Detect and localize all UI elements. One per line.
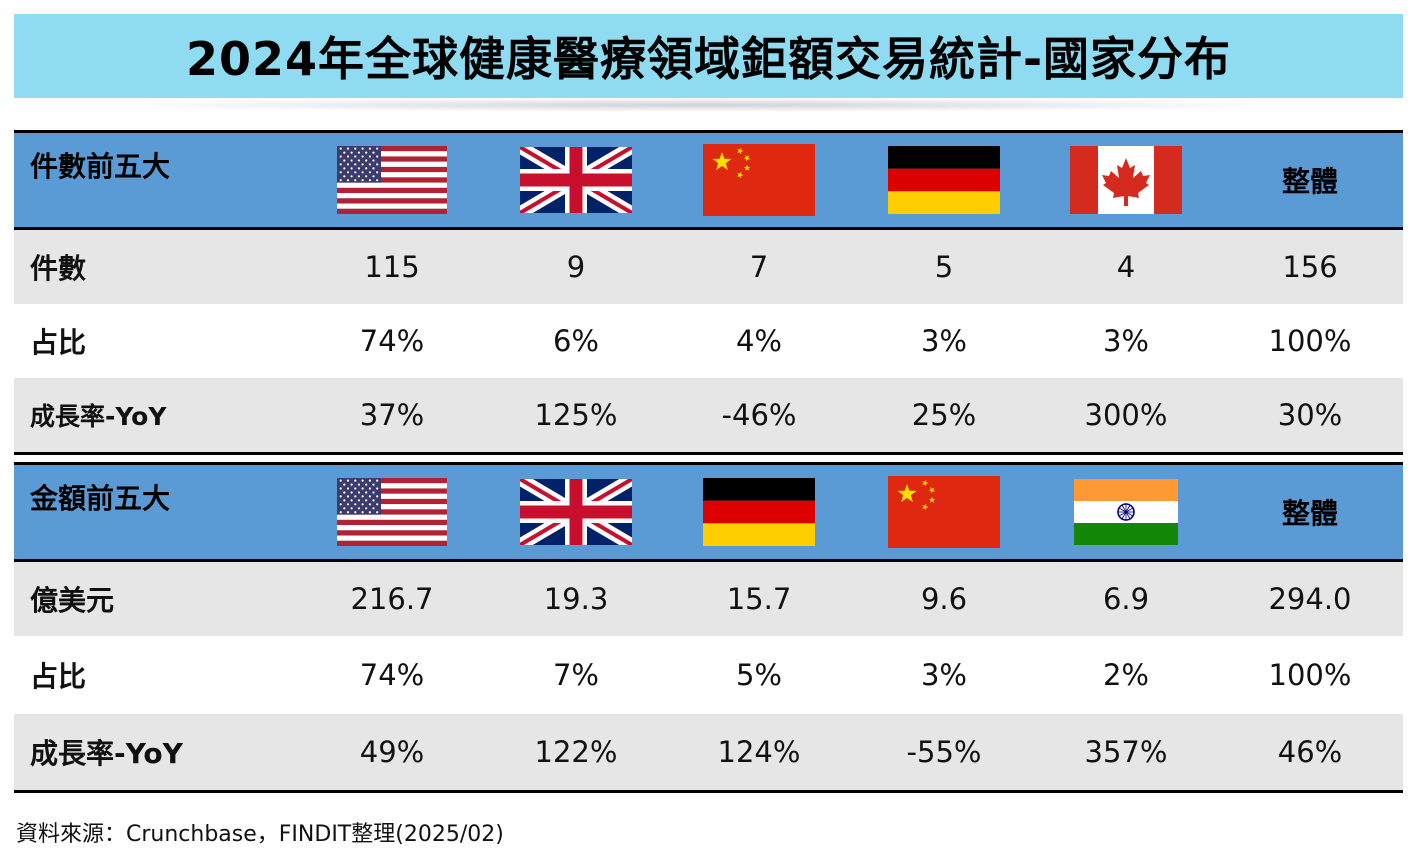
table-cell: 25%: [911, 398, 977, 432]
table-cell: 125%: [534, 398, 618, 432]
source-note: 資料來源：Crunchbase，FINDIT整理(2025/02): [16, 822, 504, 847]
table-row: 件數 115 9 7 5 4 156: [14, 230, 1403, 304]
table-row: 億美元 216.7 19.3 15.7 9.6 6.9 294.0: [14, 562, 1403, 636]
table-bottom-rule: [14, 790, 1403, 793]
total-header: 整體: [1218, 133, 1402, 227]
table-header: 金額前五大 整體: [14, 465, 1403, 562]
table-cell: 9.6: [920, 582, 968, 616]
table-header: 件數前五大 整體: [14, 133, 1403, 230]
table-cell: 30%: [1277, 398, 1343, 432]
table-top-rule: [14, 130, 1403, 133]
table-cell: 115: [364, 250, 420, 284]
table-cell: 122%: [534, 735, 618, 769]
india-flag-icon: [1034, 465, 1218, 559]
title-bar: 2024年全球健康醫療領域鉅額交易統計-國家分布: [14, 14, 1403, 98]
canada-flag-icon: [1034, 133, 1218, 227]
table-cell: 156: [1282, 250, 1338, 284]
total-label: 整體: [1281, 497, 1338, 530]
row-label: 占比: [30, 326, 87, 359]
table-row: 成長率-YoY 37% 125% -46% 25% 300% 30%: [14, 378, 1403, 452]
table-cell: 300%: [1084, 398, 1168, 432]
table-cell: 9: [566, 250, 586, 284]
uk-flag-icon: [484, 133, 668, 227]
amount-table: 金額前五大 整體 億美元 216.7 19.3 15.7 9.6 6.9 294…: [14, 462, 1403, 793]
header-label: 金額前五大: [30, 482, 171, 515]
table-cell: 4%: [735, 324, 782, 358]
table-cell: 124%: [717, 735, 801, 769]
table-bottom-rule: [14, 452, 1403, 455]
title-shadow: [100, 98, 1300, 112]
table-cell: -46%: [721, 398, 797, 432]
table-cell: 46%: [1277, 735, 1343, 769]
table-cell: 5%: [735, 658, 782, 692]
count-table: 件數前五大 整體 件數 115 9 7 5 4 156 占比 74% 6% 4%…: [14, 130, 1403, 455]
table-top-rule: [14, 462, 1403, 465]
row-label: 成長率-YoY: [30, 737, 183, 770]
row-label: 占比: [30, 660, 87, 693]
table-cell: 6%: [552, 324, 599, 358]
table-cell: 294.0: [1268, 582, 1352, 616]
table-cell: 3%: [920, 324, 967, 358]
table-cell: 74%: [359, 658, 425, 692]
germany-flag-icon: [852, 133, 1036, 227]
row-label: 成長率-YoY: [30, 402, 167, 431]
table-cell: 19.3: [543, 582, 609, 616]
table-cell: 7%: [552, 658, 599, 692]
row-label: 億美元: [30, 584, 115, 617]
table-cell: 5: [934, 250, 954, 284]
table-cell: 49%: [359, 735, 425, 769]
table-cell: 3%: [920, 658, 967, 692]
total-header: 整體: [1218, 465, 1402, 559]
row-label: 件數: [30, 252, 87, 285]
table-cell: -55%: [906, 735, 982, 769]
china-flag-icon: [667, 133, 851, 227]
table-cell: 357%: [1084, 735, 1168, 769]
us-flag-icon: [300, 133, 484, 227]
table-cell: 2%: [1102, 658, 1149, 692]
us-flag-icon: [300, 465, 484, 559]
uk-flag-icon: [484, 465, 668, 559]
table-cell: 74%: [359, 324, 425, 358]
table-cell: 4: [1116, 250, 1136, 284]
table-row: 占比 74% 6% 4% 3% 3% 100%: [14, 304, 1403, 378]
table-row: 占比 74% 7% 5% 3% 2% 100%: [14, 636, 1403, 714]
page-title: 2024年全球健康醫療領域鉅額交易統計-國家分布: [185, 32, 1232, 86]
table-cell: 37%: [359, 398, 425, 432]
table-row: 成長率-YoY 49% 122% 124% -55% 357% 46%: [14, 714, 1403, 790]
table-cell: 6.9: [1102, 582, 1150, 616]
header-label: 件數前五大: [30, 150, 171, 183]
table-cell: 7: [749, 250, 769, 284]
germany-flag-icon: [667, 465, 851, 559]
table-cell: 100%: [1268, 324, 1352, 358]
table-cell: 100%: [1268, 658, 1352, 692]
table-cell: 3%: [1102, 324, 1149, 358]
china-flag-icon: [852, 465, 1036, 559]
table-cell: 216.7: [350, 582, 434, 616]
total-label: 整體: [1281, 165, 1338, 198]
table-cell: 15.7: [726, 582, 792, 616]
